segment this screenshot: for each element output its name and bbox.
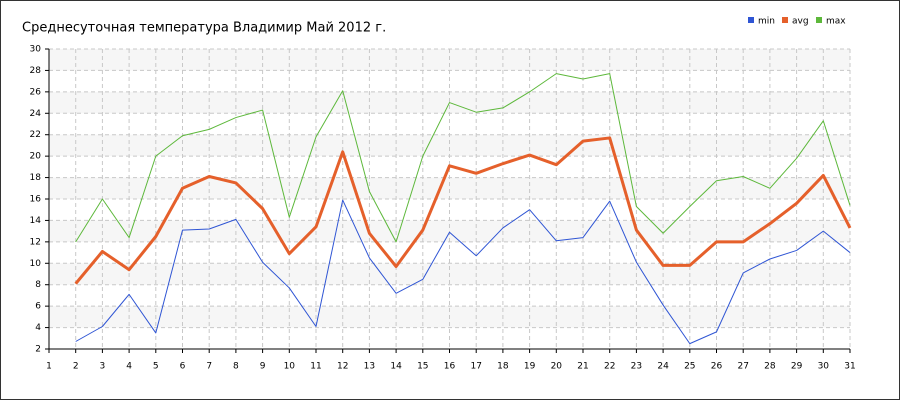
y-tick-label: 6 bbox=[35, 302, 41, 312]
y-tick-label: 4 bbox=[35, 323, 41, 333]
legend-label: avg bbox=[792, 17, 809, 27]
x-tick-label: 23 bbox=[631, 362, 642, 372]
x-tick-label: 2 bbox=[73, 362, 79, 372]
y-tick-label: 28 bbox=[30, 66, 42, 76]
y-tick-label: 14 bbox=[30, 216, 42, 226]
legend-label: max bbox=[826, 17, 846, 27]
y-tick-label: 20 bbox=[30, 152, 42, 162]
x-tick-label: 8 bbox=[233, 362, 239, 372]
x-tick-label: 11 bbox=[310, 362, 321, 372]
legend-swatch bbox=[782, 17, 788, 23]
x-tick-label: 21 bbox=[577, 362, 588, 372]
x-tick-label: 31 bbox=[844, 362, 855, 372]
x-tick-label: 26 bbox=[711, 362, 723, 372]
y-tick-label: 26 bbox=[30, 87, 42, 97]
x-tick-label: 12 bbox=[337, 362, 348, 372]
x-tick-label: 9 bbox=[260, 362, 266, 372]
y-tick-label: 16 bbox=[30, 195, 42, 205]
y-tick-label: 22 bbox=[30, 130, 41, 140]
x-tick-label: 17 bbox=[470, 362, 481, 372]
x-tick-label: 24 bbox=[657, 362, 669, 372]
x-tick-label: 13 bbox=[364, 362, 375, 372]
y-tick-label: 8 bbox=[35, 280, 41, 290]
y-tick-label: 24 bbox=[30, 109, 42, 119]
x-tick-label: 4 bbox=[126, 362, 132, 372]
series-line bbox=[74, 136, 852, 285]
band bbox=[49, 177, 850, 199]
legend-swatch bbox=[816, 17, 822, 23]
y-tick-label: 10 bbox=[30, 259, 42, 269]
x-tick-label: 1 bbox=[46, 362, 52, 372]
y-tick-label: 30 bbox=[30, 45, 42, 55]
x-tick-label: 22 bbox=[604, 362, 615, 372]
x-tick-label: 14 bbox=[390, 362, 402, 372]
x-tick-label: 19 bbox=[524, 362, 536, 372]
series-line bbox=[75, 199, 851, 345]
x-tick-label: 6 bbox=[180, 362, 186, 372]
x-tick-label: 15 bbox=[417, 362, 428, 372]
x-tick-label: 25 bbox=[684, 362, 695, 372]
y-tick-label: 12 bbox=[30, 237, 41, 247]
x-tick-label: 28 bbox=[764, 362, 776, 372]
x-tick-label: 27 bbox=[737, 362, 748, 372]
x-tick-label: 18 bbox=[497, 362, 509, 372]
x-tick-label: 20 bbox=[551, 362, 563, 372]
x-tick-label: 7 bbox=[206, 362, 212, 372]
series-line bbox=[75, 73, 851, 243]
x-tick-label: 29 bbox=[791, 362, 803, 372]
band bbox=[49, 134, 850, 157]
legend-swatch bbox=[748, 17, 754, 23]
x-tick-label: 5 bbox=[153, 362, 159, 372]
x-tick-label: 10 bbox=[284, 362, 296, 372]
x-tick-label: 3 bbox=[100, 362, 106, 372]
y-tick-label: 2 bbox=[35, 345, 41, 355]
legend-label: min bbox=[758, 17, 775, 27]
x-tick-label: 30 bbox=[818, 362, 830, 372]
x-tick-label: 16 bbox=[444, 362, 456, 372]
chart-title: Среднесуточная температура Владимир Май … bbox=[22, 21, 386, 36]
y-tick-label: 18 bbox=[30, 173, 42, 183]
